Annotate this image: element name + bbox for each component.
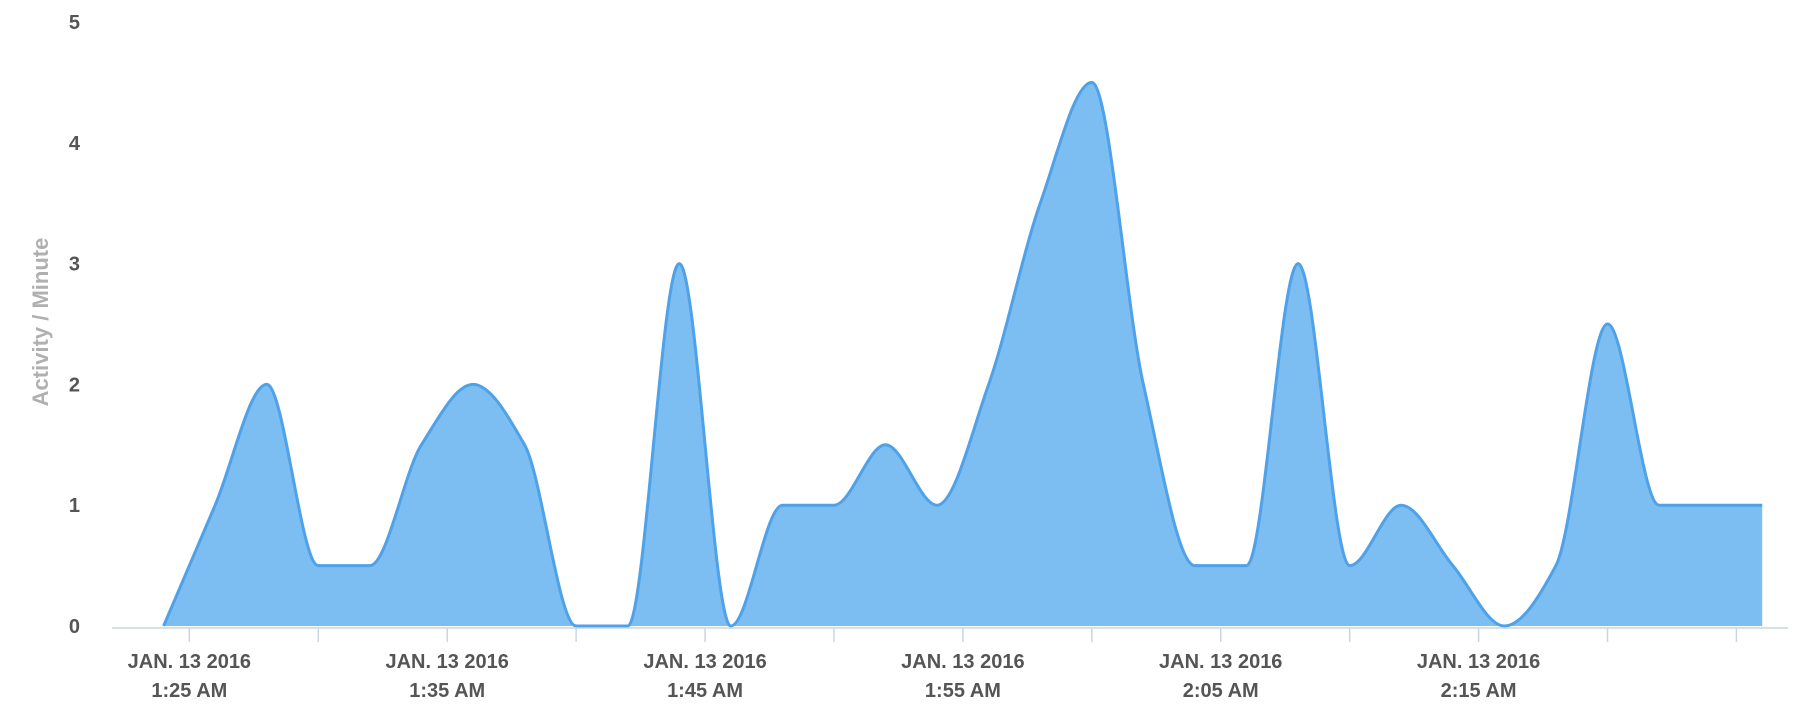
- x-tick-label-time: 2:05 AM: [1183, 680, 1259, 702]
- y-tick-label: 1: [69, 495, 80, 517]
- x-tick-label-time: 2:15 AM: [1441, 680, 1517, 702]
- x-tick-label-time: 1:35 AM: [409, 680, 485, 702]
- x-tick-label-date: JAN. 13 2016: [901, 651, 1024, 673]
- y-tick-label: 0: [69, 616, 80, 638]
- x-tick-label-date: JAN. 13 2016: [643, 651, 766, 673]
- activity-area: [163, 82, 1763, 626]
- activity-line: [162, 80, 1763, 628]
- y-tick-label: 3: [69, 254, 80, 276]
- x-axis: JAN. 13 2016 1:25 AM JAN. 13 2016 1:35 AM JA…: [112, 627, 1788, 702]
- y-tick-label: 2: [69, 374, 80, 396]
- y-axis-title: Activity / Minute: [28, 238, 53, 407]
- x-tick-label-time: 1:55 AM: [925, 680, 1001, 702]
- y-tick-label: 4: [69, 133, 81, 155]
- x-tick-label-time: 1:45 AM: [667, 680, 743, 702]
- y-tick-label: 5: [69, 12, 80, 34]
- x-tick-label-time: 1:25 AM: [151, 680, 227, 702]
- y-axis-ticks: 0 1 2 3 4 5: [69, 12, 81, 638]
- x-tick-label-date: JAN. 13 2016: [128, 651, 251, 673]
- x-tick-label-date: JAN. 13 2016: [1417, 651, 1540, 673]
- x-tick-label-date: JAN. 13 2016: [1159, 651, 1282, 673]
- x-tick-label-date: JAN. 13 2016: [385, 651, 508, 673]
